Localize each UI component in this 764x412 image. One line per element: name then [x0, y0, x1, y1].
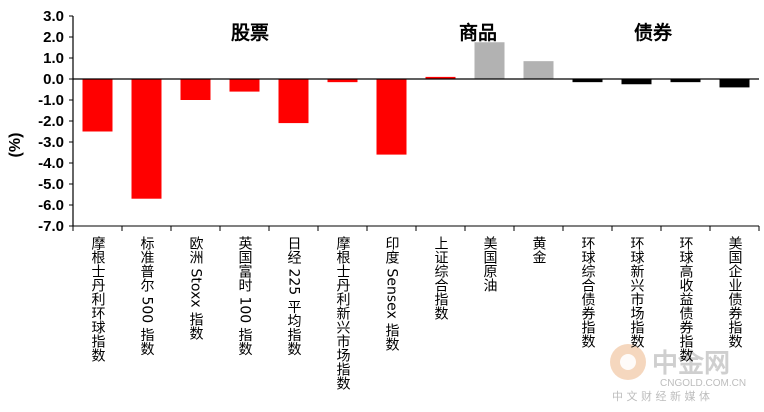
group-label-1: 股票: [231, 22, 269, 44]
group-labels: 股票 商品 债券: [231, 21, 673, 44]
bar-5: [278, 79, 309, 124]
y-axis-label: (%): [7, 133, 24, 158]
category-label-13: 环球高收益债券指数: [678, 236, 694, 362]
category-label-11: 环球综合债券指数: [580, 236, 596, 348]
bar-2: [131, 79, 162, 199]
category-label-9: 美国原油: [482, 236, 498, 292]
watermark-url: CNGOLD.COM.CN: [660, 378, 746, 389]
y-tick-label: -2.0: [38, 113, 64, 130]
y-tick-label: -7.0: [38, 218, 64, 235]
y-tick-label: 3.0: [43, 8, 64, 25]
bar-11: [572, 79, 603, 83]
y-tick-label: -6.0: [38, 197, 64, 214]
bar-3: [180, 79, 211, 100]
category-label-2: 标准普尔 500 指数: [139, 236, 155, 356]
category-label-1: 摩根士丹利环球指数: [90, 235, 106, 362]
y-tick-label: -5.0: [38, 176, 64, 193]
y-tick-label: -3.0: [38, 134, 64, 151]
bar-13: [670, 79, 701, 83]
bar-8: [425, 76, 456, 79]
group-label-3: 债券: [634, 21, 673, 44]
category-label-10: 黄金: [531, 235, 547, 264]
bar-7: [376, 79, 407, 155]
watermark-tagline: 中 文 财 经 新 媒 体: [612, 389, 710, 403]
y-tick-label: -1.0: [38, 92, 64, 109]
category-label-3: 欧洲 Stoxx 指数: [188, 236, 204, 340]
bar-6: [327, 79, 358, 83]
watermark-logo-inner-icon: [620, 354, 636, 370]
category-label-6: 摩根士丹利新兴市场指数: [335, 235, 351, 390]
group-label-2: 商品: [459, 21, 497, 44]
bar-10: [523, 61, 554, 79]
y-tick-label: 0.0: [43, 71, 64, 88]
category-label-8: 上证综合指数: [433, 236, 449, 320]
category-label-14: 美国企业债券指数: [727, 236, 743, 348]
category-labels: 摩根士丹利环球指数 标准普尔 500 指数 欧洲 Stoxx 指数 英国富时 100 …: [90, 235, 743, 390]
axes-layer: 3.0 2.0 1.0 0.0 -1.0 -2.0 -3.0 -4.0 -5.0 -6.0 -7.0: [38, 8, 760, 235]
watermark: 中金网 CNGOLD.COM.CN 中 文 财 经 新 媒 体: [610, 344, 746, 403]
y-tick-label: 1.0: [43, 50, 64, 67]
bar-12: [621, 79, 652, 85]
category-label-5: 日经 225 平均指数: [286, 236, 302, 356]
watermark-name: 中金网: [652, 348, 730, 379]
bar-1: [82, 79, 113, 132]
category-label-7: 印度 Sensex 指数: [384, 236, 400, 352]
bar-9: [474, 42, 505, 79]
bar-4: [229, 79, 260, 92]
bars-layer: [82, 42, 750, 199]
category-label-4: 英国富时 100 指数: [237, 235, 253, 356]
category-label-12: 环球新兴市场指数: [629, 236, 645, 348]
y-tick-label: 2.0: [43, 29, 64, 46]
y-tick-label: -4.0: [38, 155, 64, 172]
bar-14: [719, 79, 750, 88]
